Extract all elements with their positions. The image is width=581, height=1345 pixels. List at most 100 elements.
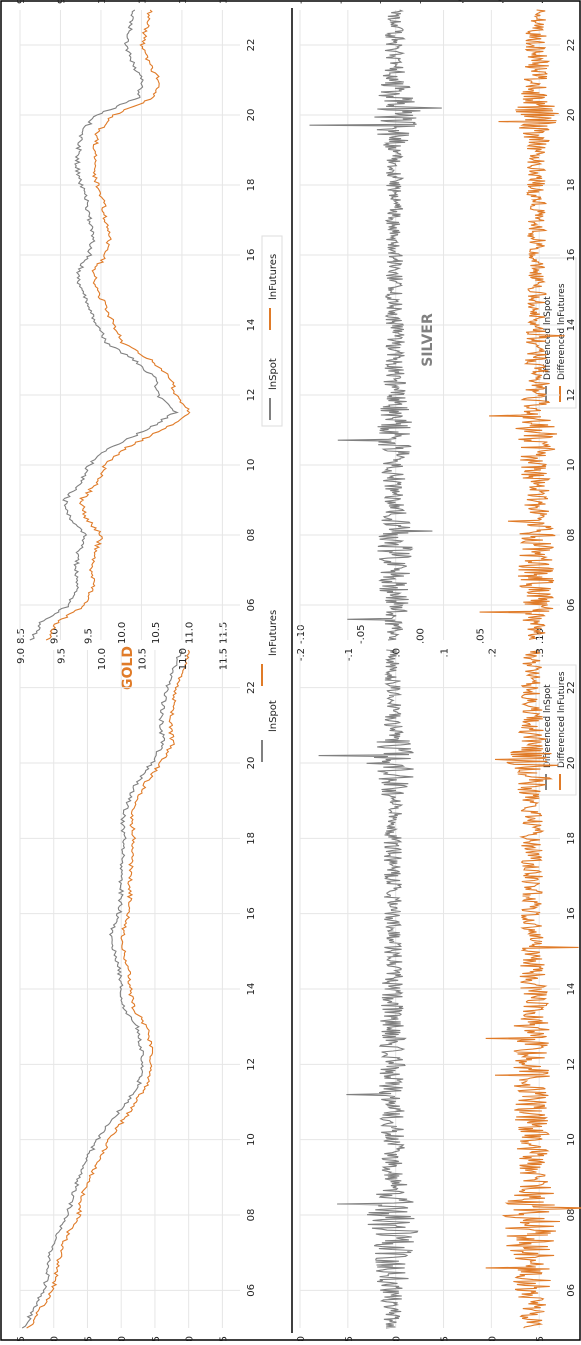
x-tick-label: 20 bbox=[246, 109, 257, 122]
x-tick-label: 18 bbox=[566, 179, 577, 192]
y-tick-label-left: 8.5 bbox=[16, 1336, 27, 1341]
x-tick-label: 12 bbox=[566, 389, 577, 402]
y-tick-label-right: -.05 bbox=[356, 624, 367, 644]
x-tick-label: 16 bbox=[246, 249, 257, 262]
x-tick-label: 06 bbox=[246, 1284, 257, 1297]
y-tick-label-left: 11.5 bbox=[218, 1336, 229, 1341]
y-tick-label-right: 10.5 bbox=[137, 0, 148, 4]
y-tick-label-left: 11.0 bbox=[178, 648, 189, 670]
x-tick-label: 08 bbox=[246, 529, 257, 542]
y-tick-label-right: .10 bbox=[535, 628, 546, 644]
y-tick-label-right: 9.0 bbox=[50, 628, 61, 644]
series-line-spot bbox=[29, 9, 179, 641]
gold-title: GOLD bbox=[120, 646, 136, 690]
y-tick-label-left: 9.5 bbox=[56, 648, 67, 664]
x-tick-label: 06 bbox=[566, 599, 577, 612]
series-line-spot bbox=[318, 649, 419, 1329]
x-tick-label: 08 bbox=[566, 1209, 577, 1222]
x-tick-label: 14 bbox=[566, 319, 577, 332]
x-tick-label: 10 bbox=[246, 459, 257, 472]
y-tick-label-left: -.2 bbox=[296, 648, 307, 661]
y-tick-label-right: -.10 bbox=[376, 0, 387, 4]
gold-level-legend: lnSpot lnFutures bbox=[261, 610, 279, 762]
y-tick-label-left: .1 bbox=[440, 648, 451, 658]
silver-differenced-chart: 06 08 10 12 14 16 18 20 22 -.2 -.1 .0 .1 .2 .3 -.20 -.15… bbox=[296, 0, 577, 661]
y-tick-label-left: .05 bbox=[440, 1336, 451, 1341]
legend-spot-label: Differenced lnSpot bbox=[543, 296, 553, 380]
legend-box bbox=[535, 257, 577, 409]
x-tick-label: 12 bbox=[246, 1058, 257, 1071]
y-tick-label-right: .10 bbox=[535, 0, 546, 4]
x-tick-label: 16 bbox=[566, 907, 577, 920]
x-tick-label: 06 bbox=[566, 1284, 577, 1297]
y-tick-label-right: 8.5 bbox=[16, 628, 27, 644]
y-tick-label-right: 10.0 bbox=[97, 0, 108, 4]
legend-futures-label: lnFutures bbox=[268, 610, 279, 656]
y-tick-label-right: 10.5 bbox=[151, 622, 162, 644]
y-tick-label-right: .00 bbox=[416, 628, 427, 644]
x-tick-label: 20 bbox=[566, 757, 577, 770]
y-tick-label-right: 9.5 bbox=[83, 628, 94, 644]
series-line-spot bbox=[21, 649, 183, 1329]
y-tick-label-left: 10.5 bbox=[151, 1336, 162, 1341]
x-tick-label: 10 bbox=[246, 1133, 257, 1146]
y-tick-label-left: 10.0 bbox=[117, 1336, 128, 1341]
y-tick-label-right: .05 bbox=[495, 0, 506, 4]
silver-title: SILVER bbox=[420, 313, 436, 367]
x-tick-label: 14 bbox=[566, 983, 577, 996]
x-tick-label: 14 bbox=[246, 983, 257, 996]
y-tick-label-right: 11.5 bbox=[218, 622, 229, 644]
y-tick-label-right: 9.5 bbox=[56, 0, 67, 4]
x-tick-label: 08 bbox=[566, 529, 577, 542]
x-tick-label: 22 bbox=[246, 39, 257, 52]
y-tick-label-right: -.10 bbox=[296, 624, 307, 644]
y-tick-label-left: .2 bbox=[487, 648, 498, 658]
y-tick-label-left: -.1 bbox=[344, 648, 355, 661]
y-tick-label-right: -.15 bbox=[336, 0, 347, 4]
y-tick-label-left: .00 bbox=[392, 1336, 403, 1341]
legend-futures-label: Differenced lnFutures bbox=[557, 283, 567, 380]
x-tick-label: 20 bbox=[566, 109, 577, 122]
legend-box bbox=[261, 235, 283, 427]
x-tick-label: 18 bbox=[246, 832, 257, 845]
x-tick-label: 22 bbox=[566, 39, 577, 52]
legend-spot-label: lnSpot bbox=[268, 358, 279, 390]
y-tick-label-left: .0 bbox=[392, 648, 403, 658]
y-tick-label-left: .3 bbox=[535, 648, 546, 658]
y-tick-label-left: 9.0 bbox=[16, 648, 27, 664]
y-tick-label-left: 9.0 bbox=[50, 1336, 61, 1341]
x-tick-label: 16 bbox=[246, 907, 257, 920]
x-tick-label: 12 bbox=[246, 389, 257, 402]
x-tick-label: 08 bbox=[246, 1209, 257, 1222]
x-tick-label: 10 bbox=[566, 459, 577, 472]
x-tick-label: 20 bbox=[246, 757, 257, 770]
silver-diff-legend: Differenced lnSpot Differenced lnFutures bbox=[535, 257, 577, 409]
x-tick-label: 22 bbox=[566, 681, 577, 694]
legend-spot-label: lnSpot bbox=[268, 700, 279, 732]
x-tick-label: 10 bbox=[566, 1133, 577, 1146]
x-tick-label: 22 bbox=[246, 681, 257, 694]
series-line-futures bbox=[485, 649, 581, 1329]
silver-level-legend: lnSpot lnFutures bbox=[261, 235, 283, 427]
y-tick-label-left: 9.5 bbox=[83, 1336, 94, 1341]
y-tick-label-left: -.05 bbox=[344, 1336, 355, 1341]
y-tick-label-right: 11.0 bbox=[178, 0, 189, 4]
series-line-spot bbox=[309, 9, 442, 641]
y-tick-label-left: 10.0 bbox=[97, 648, 108, 670]
y-tick-label-right: 11.0 bbox=[185, 622, 196, 644]
y-tick-label-right: 10.0 bbox=[117, 622, 128, 644]
x-tick-label: 12 bbox=[566, 1058, 577, 1071]
y-tick-label-left: 11.5 bbox=[218, 648, 229, 670]
y-tick-label-left: -.10 bbox=[296, 1336, 307, 1341]
y-tick-label-right: -.20 bbox=[296, 0, 307, 4]
legend-futures-label: Differenced lnFutures bbox=[557, 671, 567, 768]
x-tick-label: 16 bbox=[566, 249, 577, 262]
y-tick-label-right: 9.0 bbox=[16, 0, 27, 4]
series-line-futures bbox=[479, 9, 565, 641]
x-tick-label: 18 bbox=[246, 179, 257, 192]
